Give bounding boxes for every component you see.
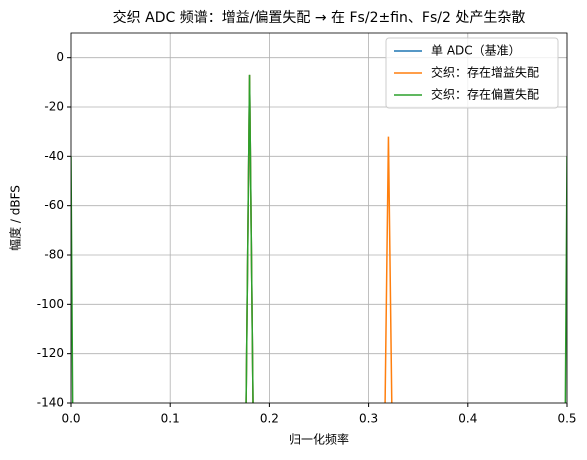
legend-label: 交织：存在偏置失配 xyxy=(431,87,539,102)
y-tick-label: -120 xyxy=(37,346,64,360)
axes-frame xyxy=(70,32,568,404)
x-tick-label: 0.5 xyxy=(557,412,576,426)
plot-area xyxy=(71,74,567,403)
chart-title: 交织 ADC 频谱：增益/偏置失配 → 在 Fs/2±fin、Fs/2 处产生杂… xyxy=(113,9,526,26)
y-tick-label: -40 xyxy=(44,149,64,163)
x-axis-label: 归一化频率 xyxy=(289,432,349,447)
x-tick-label: 0.3 xyxy=(359,412,378,426)
y-tick-label: -140 xyxy=(37,396,64,410)
x-tick-label: 0.4 xyxy=(458,412,477,426)
y-tick-label: -80 xyxy=(44,248,64,262)
x-tick-label: 0.0 xyxy=(61,412,80,426)
legend-label: 交织：存在增益失配 xyxy=(431,65,539,80)
y-tick-label: -100 xyxy=(37,297,64,311)
y-tick-label: -20 xyxy=(44,100,64,114)
legend-label: 单 ADC（基准） xyxy=(431,44,521,58)
x-tick-label: 0.1 xyxy=(161,412,180,426)
legend-box xyxy=(385,37,559,109)
y-axis-label: 幅度 / dBFS xyxy=(8,185,23,251)
series-line xyxy=(71,74,567,403)
y-tick-label: -60 xyxy=(44,198,64,212)
series-line xyxy=(245,74,393,403)
x-tick-label: 0.2 xyxy=(260,412,279,426)
y-tick-label: 0 xyxy=(56,50,64,64)
